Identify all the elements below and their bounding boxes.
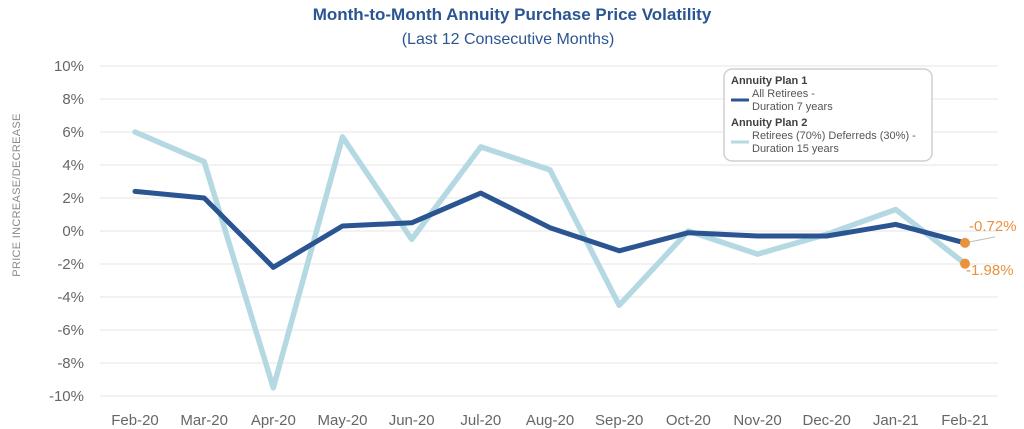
x-axis-ticks: Feb-20 Mar-20 Apr-20 May-20 Jun-20 Jul-20 Aug-…: [111, 412, 989, 429]
x-tick-label: May-20: [317, 412, 367, 429]
y-tick-label: -2%: [57, 256, 84, 273]
legend-series-2-name: Annuity Plan 2: [731, 117, 807, 129]
y-tick-label: 6%: [62, 124, 84, 141]
x-tick-label: Jan-21: [873, 412, 919, 429]
y-tick-label: 0%: [62, 223, 84, 240]
gridlines: [100, 65, 998, 397]
annotation-marker: [960, 258, 970, 269]
legend-series-1-desc-1: All Retirees -: [752, 88, 815, 100]
y-axis-ticks: 10% 8% 6% 4% 2% 0% -2% -4% -6% -8% -10%: [49, 58, 84, 405]
legend-series-2-desc-1: Retirees (70%) Deferreds (30%) -: [752, 130, 916, 142]
legend-box: [723, 68, 933, 162]
y-tick-label: -4%: [57, 289, 84, 306]
legend-series-2-desc-2: Duration 15 years: [752, 143, 839, 155]
y-tick-label: -10%: [49, 388, 84, 405]
annotation-label: -0.72%: [969, 218, 1017, 235]
y-tick-label: 8%: [62, 91, 84, 108]
x-tick-label: Jun-20: [389, 412, 435, 429]
chart-subtitle: (Last 12 Consecutive Months): [402, 31, 615, 48]
legend: Annuity Plan 1 All Retirees - Duration 7…: [723, 68, 933, 162]
legend-series-1-desc-2: Duration 7 years: [752, 101, 833, 113]
x-tick-label: Sep-20: [595, 412, 643, 429]
x-tick-label: Aug-20: [526, 412, 574, 429]
y-tick-label: -8%: [57, 355, 84, 372]
y-tick-label: 4%: [62, 157, 84, 174]
x-tick-label: Mar-20: [180, 412, 228, 429]
series-line-1: [132, 188, 968, 270]
x-tick-label: Oct-20: [666, 412, 711, 429]
annotations: -0.72% -1.98%: [960, 218, 1017, 279]
x-tick-label: Feb-21: [941, 412, 989, 429]
y-tick-label: 2%: [62, 190, 84, 207]
y-axis-label: PRICE INCREASE/DECREASE: [11, 113, 23, 276]
x-tick-label: Jul-20: [460, 412, 501, 429]
annotation-marker: [960, 237, 970, 248]
y-tick-label: 10%: [54, 58, 84, 75]
chart-title: Month-to-Month Annuity Purchase Price Vo…: [313, 5, 712, 24]
x-tick-label: Dec-20: [802, 412, 850, 429]
x-tick-label: Feb-20: [111, 412, 159, 429]
x-tick-label: Apr-20: [251, 412, 296, 429]
series-line-2: [132, 129, 968, 391]
series-lines: [132, 129, 968, 391]
annotation-label: -1.98%: [966, 262, 1014, 279]
legend-series-1-name: Annuity Plan 1: [731, 75, 807, 87]
x-tick-label: Nov-20: [733, 412, 781, 429]
y-tick-label: -6%: [57, 322, 84, 339]
annotation-leader: [964, 236, 996, 244]
